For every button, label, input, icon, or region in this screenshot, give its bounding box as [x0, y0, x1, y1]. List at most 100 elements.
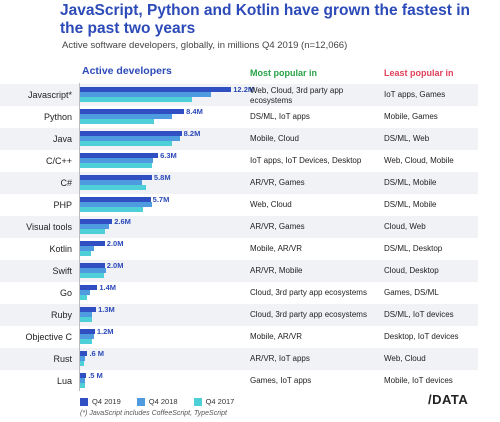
bar-c-c-q4-2017 — [80, 163, 152, 168]
category-label-swift: Swift — [52, 266, 72, 276]
row-band-ruby — [0, 304, 478, 326]
category-label-python: Python — [43, 112, 72, 122]
least-popular-visual-tools: Cloud, Web — [384, 222, 426, 231]
legend: Q4 2019 Q4 2018 Q4 2017 — [80, 397, 234, 406]
category-label-javascript: Javascript* — [27, 90, 72, 100]
bar-java-q4-2019 — [80, 131, 182, 136]
footnote: (*) JavaScript includes CoffeeScript, Ty… — [80, 410, 227, 417]
bar-python-q4-2018 — [80, 114, 172, 119]
category-label-visual-tools: Visual tools — [26, 222, 72, 232]
most-popular-rust: AR/VR, IoT apps — [250, 354, 310, 363]
bar-php-q4-2018 — [80, 202, 152, 207]
most-popular-python: DS/ML, IoT apps — [250, 112, 310, 121]
bar-c-q4-2018 — [80, 180, 142, 185]
category-label-c-c: C/C++ — [45, 156, 72, 166]
least-popular-kotlin: DS/ML, Desktop — [384, 244, 443, 253]
category-label-lua: Lua — [56, 376, 72, 386]
most-popular-objective-c: Mobile, AR/VR — [250, 332, 303, 341]
bar-objective-c-q4-2018 — [80, 334, 94, 339]
value-label-javascript: 12.2M — [233, 85, 255, 94]
bar-visual-tools-q4-2019 — [80, 219, 113, 224]
bar-php-q4-2019 — [80, 197, 151, 202]
least-popular-python: Mobile, Games — [384, 112, 438, 121]
bar-javascript-q4-2018 — [80, 92, 212, 97]
most-popular-c-c: IoT apps, IoT Devices, Desktop — [250, 156, 362, 165]
bar-kotlin-q4-2019 — [80, 241, 105, 246]
bar-python-q4-2017 — [80, 119, 155, 124]
bar-rust-q4-2017 — [80, 361, 84, 366]
bar-java-q4-2017 — [80, 141, 172, 146]
row-band-visual-tools — [0, 216, 478, 238]
category-label-ruby: Ruby — [50, 310, 72, 320]
bar-c-q4-2017 — [80, 185, 146, 190]
value-label-ruby: 1.3M — [98, 305, 115, 314]
value-label-lua: .5 M — [88, 371, 103, 380]
least-popular-php: DS/ML, Mobile — [384, 200, 437, 209]
bar-javascript-q4-2019 — [80, 87, 232, 92]
bar-java-q4-2018 — [80, 136, 181, 141]
value-label-go: 1.4M — [99, 283, 117, 292]
bar-objective-c-q4-2017 — [80, 339, 93, 344]
bar-ruby-q4-2017 — [80, 317, 93, 322]
least-popular-rust: Web, Cloud — [384, 354, 426, 363]
most-popular-lua: Games, IoT apps — [250, 376, 312, 385]
bar-lua-q4-2019 — [80, 373, 87, 378]
value-label-c-c: 6.3M — [160, 151, 177, 160]
row-band-swift — [0, 260, 478, 282]
most-popular-ruby: Cloud, 3rd party app ecosystems — [250, 310, 367, 319]
most-popular-php: Web, Cloud — [250, 200, 292, 209]
value-label-rust: .6 M — [89, 349, 105, 358]
bar-rust-q4-2018 — [80, 356, 85, 361]
least-popular-javascript: IoT apps, Games — [384, 90, 446, 99]
bar-swift-q4-2017 — [80, 273, 104, 278]
legend-item-q4-2018: Q4 2018 — [136, 397, 178, 406]
bar-kotlin-q4-2018 — [80, 246, 94, 251]
bar-python-q4-2019 — [80, 109, 185, 114]
category-label-java: Java — [52, 134, 72, 144]
least-popular-lua: Mobile, IoT devices — [384, 376, 453, 385]
legend-item-q4-2019: Q4 2019 — [80, 397, 121, 406]
bar-c-c-q4-2018 — [80, 158, 154, 163]
category-label-go: Go — [59, 288, 72, 298]
bar-swift-q4-2018 — [80, 268, 107, 273]
value-label-java: 8.2M — [183, 129, 201, 138]
bar-php-q4-2017 — [80, 207, 144, 212]
chart-subtitle: Active software developers, globally, in… — [62, 40, 348, 51]
legend-label-q4-2018: Q4 2018 — [148, 397, 178, 406]
most-popular-java: Mobile, Cloud — [250, 134, 299, 143]
bar-javascript-q4-2017 — [80, 97, 192, 102]
bar-visual-tools-q4-2017 — [80, 229, 105, 234]
bar-ruby-q4-2018 — [80, 312, 93, 317]
value-label-php: 5.7M — [152, 195, 170, 204]
least-popular-c-c: Web, Cloud, Mobile — [384, 156, 454, 165]
value-label-objective-c: 1.2M — [96, 327, 114, 336]
row-band-rust — [0, 348, 478, 370]
bar-lua-q4-2018 — [80, 378, 85, 383]
most-popular-go: Cloud, 3rd party app ecosystems — [250, 288, 367, 297]
value-label-visual-tools: 2.6M — [114, 217, 131, 226]
bar-kotlin-q4-2017 — [80, 251, 92, 256]
legend-label-q4-2019: Q4 2019 — [92, 397, 121, 406]
bar-go-q4-2019 — [80, 285, 98, 290]
legend-swatch-q4-2018 — [136, 397, 145, 406]
data-logo: /DATA — [428, 392, 469, 407]
header-most-popular: Most popular in — [250, 68, 317, 78]
bar-visual-tools-q4-2018 — [80, 224, 109, 229]
least-popular-ruby: DS/ML, IoT devices — [384, 310, 454, 319]
bar-c-q4-2019 — [80, 175, 152, 180]
legend-item-q4-2017: Q4 2017 — [193, 397, 234, 406]
category-label-rust: Rust — [53, 354, 72, 364]
bar-axis-line — [79, 83, 80, 391]
bar-lua-q4-2017 — [80, 383, 85, 388]
category-label-php: PHP — [53, 200, 72, 210]
least-popular-swift: Cloud, Desktop — [384, 266, 439, 275]
least-popular-java: DS/ML, Web — [384, 134, 430, 143]
category-label-kotlin: Kotlin — [49, 244, 72, 254]
least-popular-c: DS/ML, Mobile — [384, 178, 437, 187]
least-popular-go: Games, DS/ML — [384, 288, 439, 297]
header-least-popular: Least popular in — [384, 68, 454, 78]
bar-objective-c-q4-2019 — [80, 329, 95, 334]
value-label-python: 8.4M — [186, 107, 203, 116]
chart-title: JavaScript, Python and Kotlin have grown… — [60, 2, 470, 37]
